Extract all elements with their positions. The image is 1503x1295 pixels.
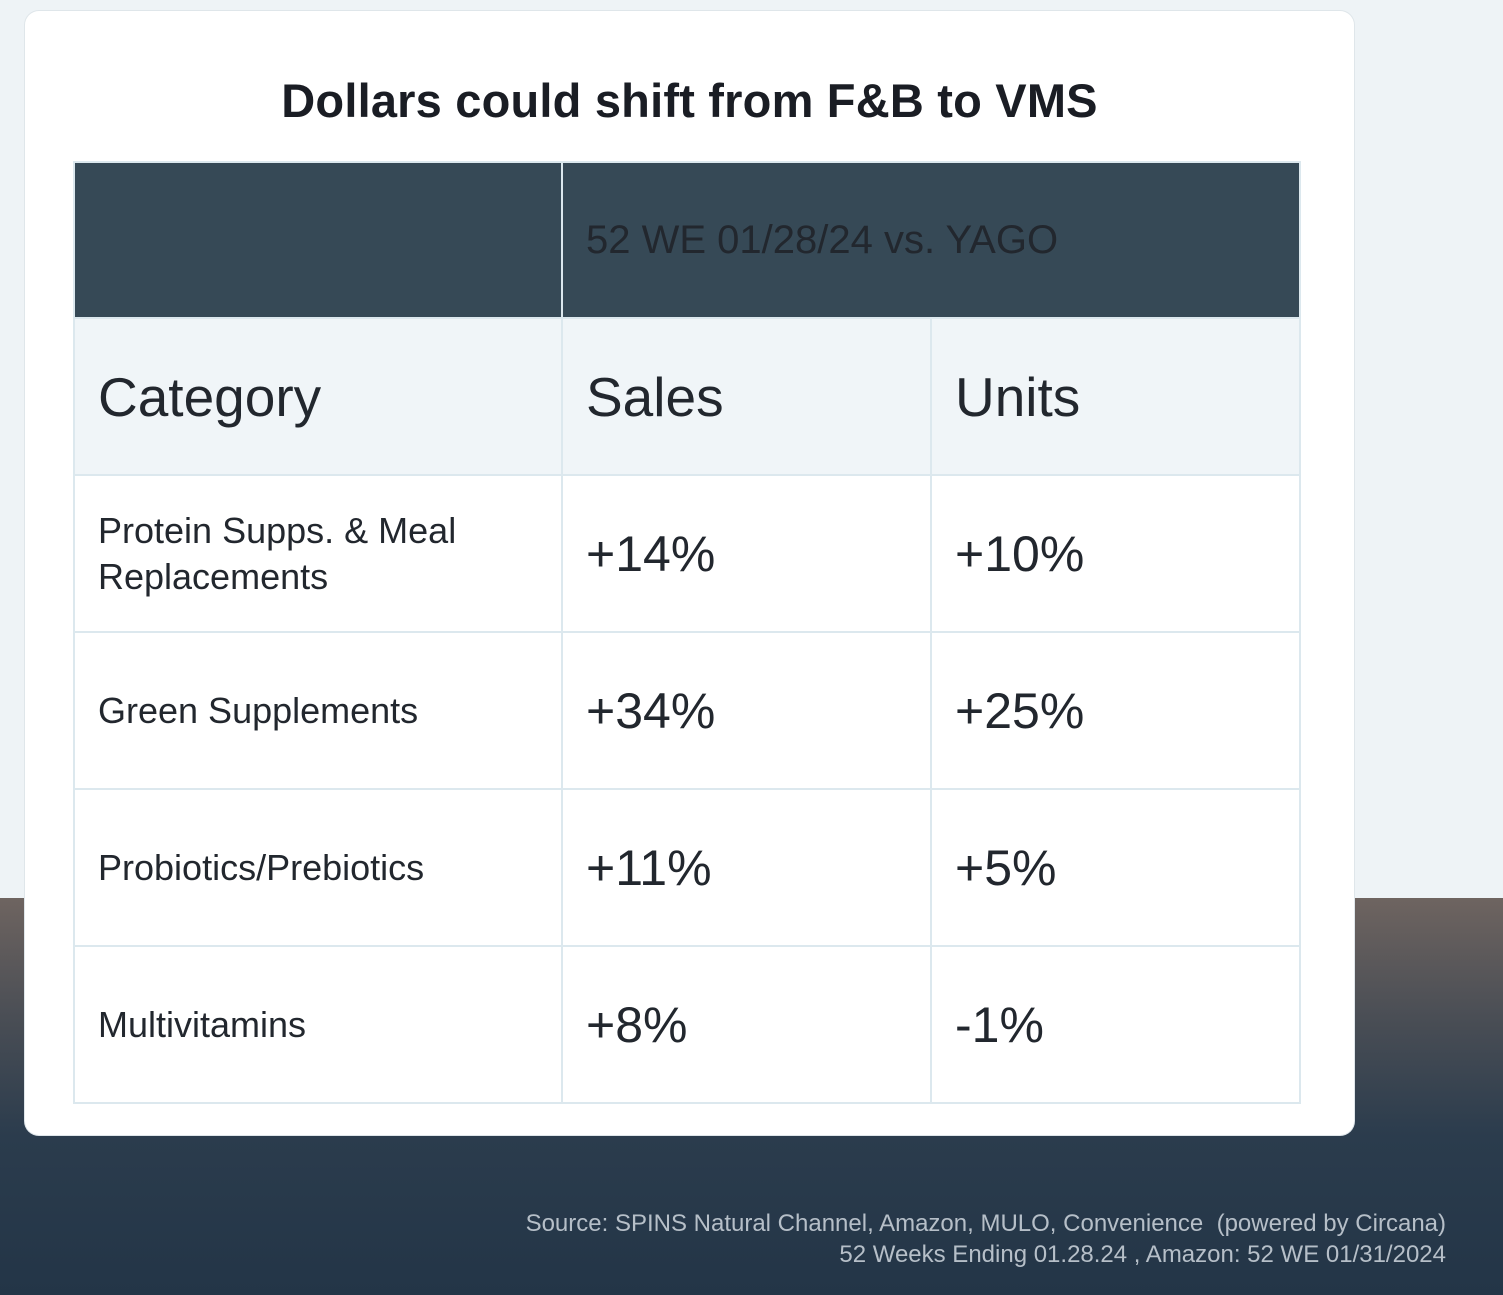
category-cell: Green Supplements — [73, 631, 563, 790]
units-cell: +10% — [930, 474, 1301, 633]
header-blank-cell — [73, 161, 563, 319]
source-note: Source: SPINS Natural Channel, Amazon, M… — [526, 1208, 1446, 1270]
column-header-row: Category Sales Units — [73, 317, 1301, 476]
column-header-sales: Sales — [561, 317, 932, 476]
table-row: Green Supplements +34% +25% — [73, 631, 1301, 790]
category-cell: Probiotics/Prebiotics — [73, 788, 563, 947]
sales-cell: +11% — [561, 788, 932, 947]
period-header-row: 52 WE 01/28/24 vs. YAGO — [73, 161, 1301, 319]
source-line-1: Source: SPINS Natural Channel, Amazon, M… — [525, 1210, 1446, 1237]
category-cell: Protein Supps. & Meal Replacements — [73, 474, 563, 633]
period-header: 52 WE 01/28/24 vs. YAGO — [561, 161, 1301, 319]
data-table: 52 WE 01/28/24 vs. YAGO Category Sales U… — [73, 161, 1301, 1104]
chart-title: Dollars could shift from F&B to VMS — [281, 74, 1098, 127]
units-cell: +5% — [930, 788, 1301, 947]
table-card: Dollars could shift from F&B to VMS 52 W… — [25, 11, 1354, 1135]
table-row: Multivitamins +8% -1% — [73, 945, 1301, 1104]
column-header-units: Units — [930, 317, 1301, 476]
units-cell: -1% — [930, 945, 1301, 1104]
table-row: Probiotics/Prebiotics +11% +5% — [73, 788, 1301, 947]
table-row: Protein Supps. & Meal Replacements +14% … — [73, 474, 1301, 633]
sales-cell: +8% — [561, 945, 932, 1104]
column-header-category: Category — [73, 317, 563, 476]
category-cell: Multivitamins — [73, 945, 563, 1104]
sales-cell: +34% — [561, 631, 932, 790]
units-cell: +25% — [930, 631, 1301, 790]
sales-cell: +14% — [561, 474, 932, 633]
source-line-2: 52 Weeks Ending 01.28.24 , Amazon: 52 WE… — [839, 1241, 1446, 1268]
